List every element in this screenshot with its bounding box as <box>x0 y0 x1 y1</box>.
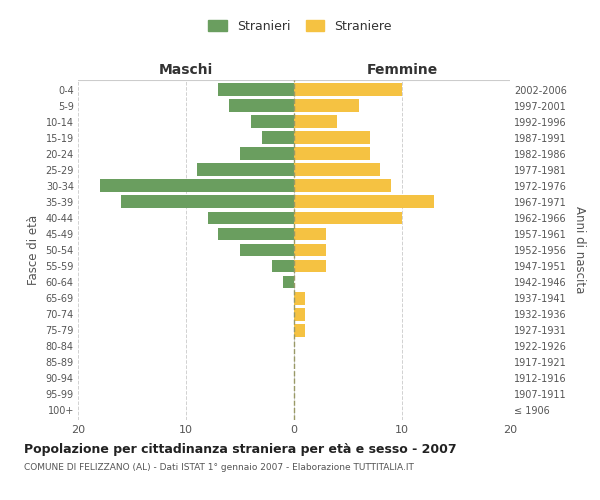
Bar <box>218 228 294 240</box>
Bar <box>251 116 294 128</box>
Bar <box>100 180 294 192</box>
Bar <box>240 244 294 256</box>
Bar <box>294 244 326 256</box>
Bar <box>294 116 337 128</box>
Bar <box>294 228 326 240</box>
Text: Maschi: Maschi <box>159 63 213 77</box>
Bar <box>294 212 402 224</box>
Bar <box>208 212 294 224</box>
Bar <box>283 276 294 288</box>
Legend: Stranieri, Straniere: Stranieri, Straniere <box>205 16 395 37</box>
Bar <box>294 164 380 176</box>
Bar <box>294 83 402 96</box>
Bar <box>294 324 305 336</box>
Bar <box>218 83 294 96</box>
Bar <box>262 132 294 144</box>
Bar <box>272 260 294 272</box>
Y-axis label: Anni di nascita: Anni di nascita <box>574 206 586 294</box>
Bar <box>294 292 305 304</box>
Y-axis label: Fasce di età: Fasce di età <box>27 215 40 285</box>
Bar <box>294 308 305 320</box>
Bar <box>294 196 434 208</box>
Bar <box>294 148 370 160</box>
Bar <box>294 260 326 272</box>
Bar <box>229 99 294 112</box>
Text: Popolazione per cittadinanza straniera per età e sesso - 2007: Popolazione per cittadinanza straniera p… <box>24 442 457 456</box>
Bar <box>294 132 370 144</box>
Bar <box>121 196 294 208</box>
Bar <box>294 180 391 192</box>
Bar <box>240 148 294 160</box>
Text: Femmine: Femmine <box>367 63 437 77</box>
Text: COMUNE DI FELIZZANO (AL) - Dati ISTAT 1° gennaio 2007 - Elaborazione TUTTITALIA.: COMUNE DI FELIZZANO (AL) - Dati ISTAT 1°… <box>24 462 414 471</box>
Bar <box>294 99 359 112</box>
Bar <box>197 164 294 176</box>
